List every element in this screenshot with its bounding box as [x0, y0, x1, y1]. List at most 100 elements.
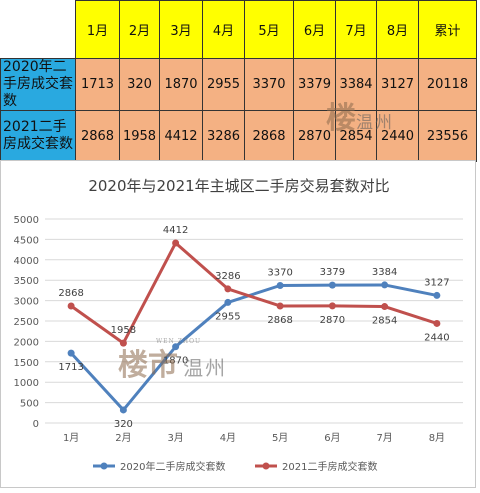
table-cell[interactable]: 1713 [75, 58, 120, 111]
header-cell[interactable]: 6月 [293, 0, 336, 59]
y-tick-label: 4000 [14, 256, 39, 267]
table-cell[interactable]: 320 [119, 58, 160, 111]
x-tick-label: 6月 [324, 432, 340, 444]
y-tick-label: 4500 [14, 235, 39, 246]
y-tick-label: 0 [33, 419, 39, 430]
data-point [224, 285, 232, 293]
data-point [172, 343, 180, 351]
data-point [433, 319, 441, 327]
table-cell[interactable]: 2870 [293, 110, 336, 162]
data-label: 1870 [163, 356, 188, 367]
header-cell[interactable]: 4月 [202, 0, 245, 59]
table-cell[interactable]: 3127 [376, 58, 419, 111]
data-point [381, 303, 389, 311]
y-axis: 0 500 1000 1500 2000 2500 3000 3500 4000 4500 5000 [14, 215, 39, 430]
y-tick-label: 2500 [14, 317, 39, 328]
data-point [276, 302, 284, 310]
table-cell-total[interactable]: 20118 [418, 58, 477, 111]
data-point [172, 239, 180, 247]
header-cell[interactable]: 1月 [75, 0, 120, 59]
header-cell[interactable]: 2月 [119, 0, 160, 59]
data-label: 3286 [215, 271, 240, 282]
data-label: 320 [114, 419, 133, 430]
data-label: 2868 [267, 315, 292, 326]
header-cell[interactable]: 5月 [244, 0, 294, 59]
header-cell[interactable]: 3月 [159, 0, 203, 59]
y-tick-label: 2000 [14, 337, 39, 348]
legend-label: 2021二手房成交套数 [282, 460, 377, 473]
table-cell[interactable]: 3286 [202, 110, 245, 162]
corner-cell[interactable] [0, 0, 76, 59]
data-label: 3127 [424, 277, 449, 288]
table-cell[interactable]: 3370 [244, 58, 294, 111]
table-cell[interactable]: 4412 [159, 110, 203, 162]
data-point [224, 298, 232, 306]
data-point [276, 282, 284, 290]
x-tick-label: 7月 [376, 432, 392, 444]
header-cell-total[interactable]: 累计 [418, 0, 477, 59]
y-tick-label: 3500 [14, 276, 39, 287]
data-label: 1958 [111, 325, 136, 336]
series-lines [67, 239, 441, 414]
x-tick-label: 8月 [429, 432, 445, 444]
y-tick-label: 3000 [14, 297, 39, 308]
x-tick-label: 1月 [63, 432, 79, 444]
data-point [119, 339, 127, 347]
table-cell-total[interactable]: 23556 [418, 110, 477, 162]
data-point [119, 406, 127, 414]
table-header-row: 1月 2月 3月 4月 5月 6月 7月 8月 累计 [0, 0, 477, 59]
data-point [328, 281, 336, 289]
data-label: 3379 [320, 267, 345, 278]
table-row: 2020年二手房成交套数 1713 320 1870 2955 3370 337… [0, 58, 477, 111]
y-tick-label: 500 [20, 399, 39, 410]
x-tick-label: 5月 [272, 432, 288, 444]
data-point [433, 291, 441, 299]
series-line [70, 283, 438, 412]
table-cell[interactable]: 2440 [376, 110, 419, 162]
gridlines [45, 218, 463, 424]
chart-svg: 2020年与2021年主城区二手房交易套数对比 0 500 1000 1500 2000… [14, 177, 463, 473]
data-point [67, 349, 75, 357]
data-label: 2440 [424, 332, 449, 343]
legend: 2020年二手房成交套数 2021二手房成交套数 [93, 460, 377, 473]
header-cell[interactable]: 7月 [335, 0, 377, 59]
table-cell[interactable]: 3384 [335, 58, 377, 111]
line-chart[interactable]: 2020年与2021年主城区二手房交易套数对比 0 500 1000 1500 2000… [0, 160, 476, 488]
table-cell[interactable]: 1870 [159, 58, 203, 111]
data-point [67, 302, 75, 310]
table-cell[interactable]: 1958 [119, 110, 160, 162]
x-tick-label: 4月 [220, 432, 236, 444]
data-label: 2955 [215, 311, 240, 322]
legend-label: 2020年二手房成交套数 [120, 460, 225, 473]
data-point [381, 281, 389, 289]
data-table: 1月 2月 3月 4月 5月 6月 7月 8月 累计 2020年二手房成交套数 … [0, 0, 477, 162]
y-tick-label: 1500 [14, 358, 39, 369]
table-cell[interactable]: 3379 [293, 58, 336, 111]
data-label: 2868 [58, 288, 83, 299]
table-row: 2021二手房成交套数 2868 1958 4412 3286 2868 287… [0, 110, 477, 162]
chart-title: 2020年与2021年主城区二手房交易套数对比 [88, 177, 389, 195]
table-cell[interactable]: 2868 [75, 110, 120, 162]
data-label: 1713 [58, 362, 83, 373]
data-label: 3384 [372, 267, 397, 278]
table-cell[interactable]: 2868 [244, 110, 294, 162]
legend-marker [262, 462, 270, 470]
row-label[interactable]: 2021二手房成交套数 [0, 110, 76, 162]
legend-marker [100, 462, 108, 470]
data-point [328, 302, 336, 310]
data-label: 2870 [320, 315, 345, 326]
x-tick-label: 3月 [167, 432, 183, 444]
table-cell[interactable]: 2955 [202, 58, 245, 111]
data-label: 3370 [267, 268, 292, 279]
y-tick-label: 1000 [14, 378, 39, 389]
y-tick-label: 5000 [14, 215, 39, 226]
x-axis: 1月 2月 3月 4月 5月 6月 7月 8月 [63, 432, 445, 444]
x-tick-label: 2月 [115, 432, 131, 444]
data-label: 2854 [372, 316, 397, 327]
header-cell[interactable]: 8月 [376, 0, 419, 59]
data-label: 4412 [163, 225, 188, 236]
row-label[interactable]: 2020年二手房成交套数 [0, 58, 76, 111]
series-line [70, 241, 438, 345]
table-cell[interactable]: 2854 [335, 110, 377, 162]
data-labels: 1713 320 1870 2955 3370 3379 3384 3127 2868 1958 4… [58, 225, 449, 430]
